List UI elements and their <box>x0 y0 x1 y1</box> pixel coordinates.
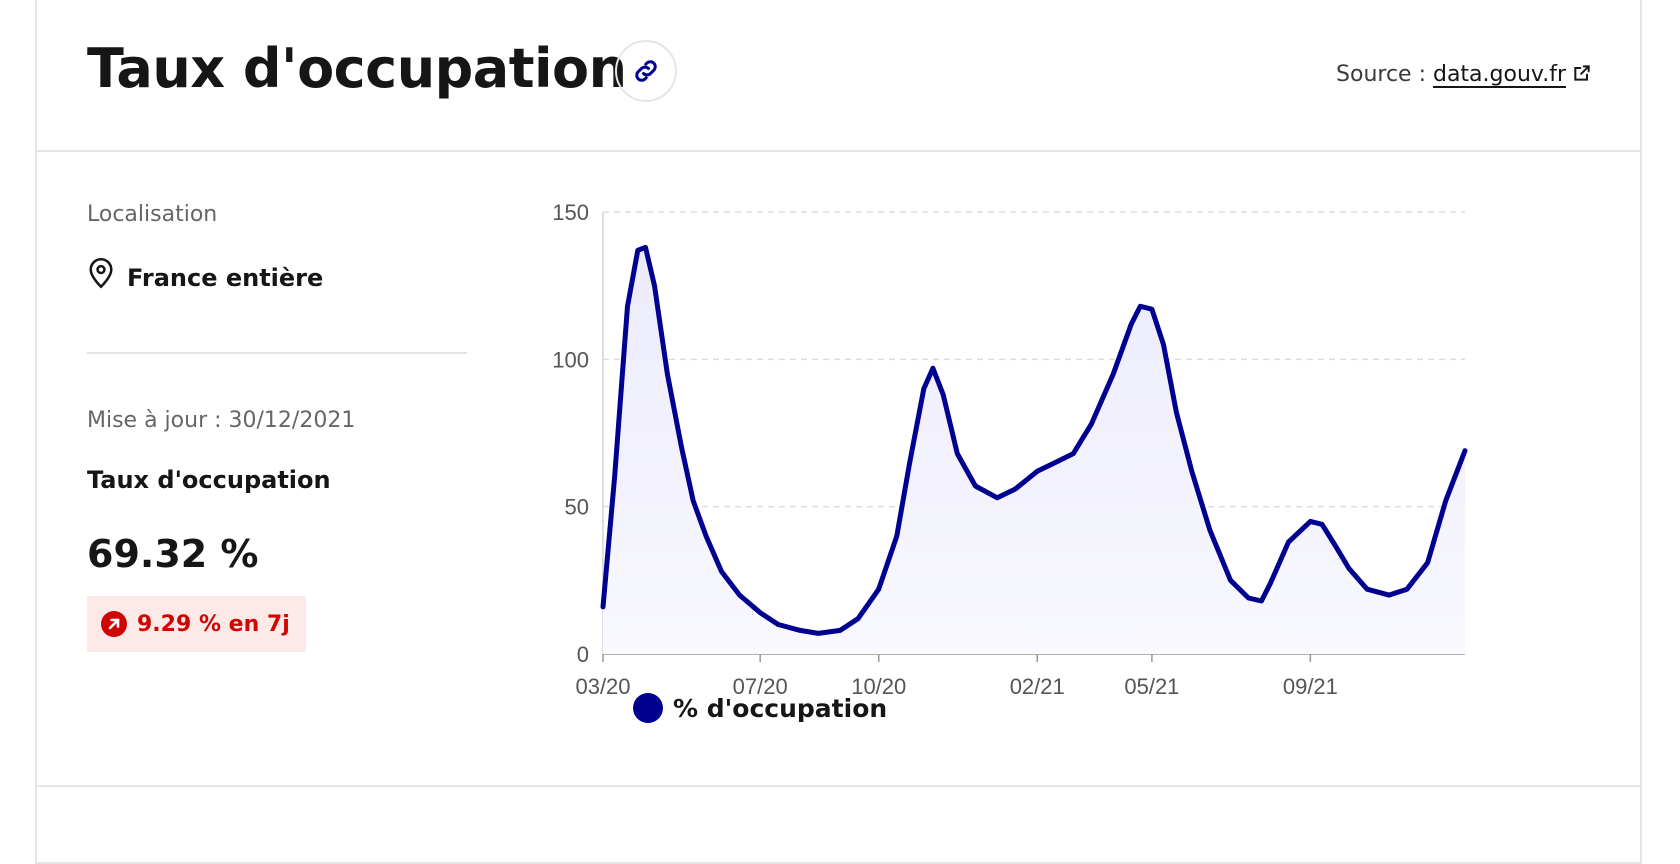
card-header: Taux d'occupation Source : data.gouv.fr <box>37 0 1640 152</box>
metric-value: 69.32 % <box>87 532 259 576</box>
series-line <box>600 244 1468 636</box>
occupancy-chart: 0 50 100 150 03/20 07/20 10/20 02/21 05/21 09/21 <box>552 200 1468 699</box>
x-tick-label: 03/20 <box>575 674 630 699</box>
y-tick-label: 50 <box>565 495 589 520</box>
arrow-up-right-icon <box>101 611 127 637</box>
y-tick-label: 100 <box>552 347 589 372</box>
copy-link-button[interactable] <box>615 40 677 102</box>
external-link-icon <box>1574 65 1590 81</box>
divider <box>87 352 467 354</box>
source-link[interactable]: data.gouv.fr <box>1433 62 1592 87</box>
series-area <box>603 247 1465 654</box>
location-value: France entière <box>127 264 324 292</box>
page-title: Taux d'occupation <box>87 37 627 100</box>
occupancy-card: Taux d'occupation Source : data.gouv.fr … <box>35 0 1642 864</box>
location-label: Localisation <box>87 202 218 227</box>
x-tick-label: 10/20 <box>851 674 906 699</box>
legend-label: % d'occupation <box>673 693 888 723</box>
update-date: Mise à jour : 30/12/2021 <box>87 408 356 433</box>
x-tick-label: 02/21 <box>1010 674 1065 699</box>
source-line: Source : data.gouv.fr <box>1336 62 1592 87</box>
y-tick-label: 0 <box>577 642 589 667</box>
source-link-text: data.gouv.fr <box>1432 62 1566 87</box>
location-selector: France entière <box>87 254 323 292</box>
trend-badge: 9.29 % en 7j <box>87 596 306 652</box>
trend-text: 9.29 % en 7j <box>137 611 290 637</box>
chart-legend: % d'occupation <box>633 693 887 723</box>
x-tick-label: 05/21 <box>1124 674 1179 699</box>
card-bottom-divider <box>37 785 1640 787</box>
source-prefix: Source : <box>1336 62 1426 87</box>
link-icon <box>635 60 657 82</box>
map-pin-icon <box>89 258 113 289</box>
metric-label: Taux d'occupation <box>87 466 331 494</box>
y-tick-label: 150 <box>552 200 589 225</box>
x-tick-label: 07/20 <box>733 674 788 699</box>
x-tick-label: 09/21 <box>1283 674 1338 699</box>
legend-swatch <box>633 693 663 723</box>
